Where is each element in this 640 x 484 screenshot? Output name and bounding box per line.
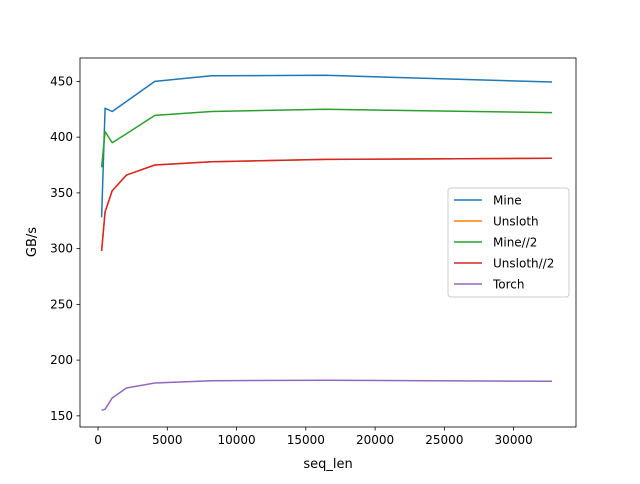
- legend-label: Mine: [493, 194, 522, 208]
- legend-label: Unsloth: [493, 215, 539, 229]
- x-tick-label: 0: [94, 433, 102, 447]
- legend-label: Torch: [492, 278, 525, 292]
- x-axis-label: seq_len: [303, 457, 352, 472]
- y-tick-label: 350: [50, 186, 73, 200]
- x-tick-label: 25000: [425, 433, 463, 447]
- y-tick-label: 300: [50, 242, 73, 256]
- series-line-mine: [100, 74, 553, 218]
- y-tick-label: 250: [50, 297, 73, 311]
- x-tick-label: 10000: [217, 433, 255, 447]
- legend: Mine Unsloth Mine//2 Unsloth//2 Torch: [447, 187, 570, 298]
- y-ticks: 150 200 250 300 350 400 450: [50, 74, 80, 423]
- x-ticks: 0 5000 10000 15000 20000 25000 30000: [94, 427, 533, 447]
- x-tick-label: 5000: [152, 433, 183, 447]
- legend-box: [447, 187, 570, 298]
- series-lines: [100, 74, 553, 412]
- series-line-torch: [101, 379, 553, 412]
- series-line-mine-2: [100, 108, 553, 168]
- x-tick-label: 15000: [287, 433, 325, 447]
- series-line-unsloth-2: [100, 157, 553, 251]
- x-tick-label: 20000: [356, 433, 394, 447]
- y-tick-label: 400: [50, 130, 73, 144]
- legend-label: Mine//2: [493, 236, 537, 250]
- y-tick-label: 450: [50, 74, 73, 88]
- axes-frame: [79, 57, 577, 428]
- y-tick-label: 200: [50, 353, 73, 367]
- y-axis-label: GB/s: [25, 227, 40, 257]
- legend-label: Unsloth//2: [493, 257, 554, 271]
- y-tick-label: 150: [50, 409, 73, 423]
- x-tick-label: 30000: [495, 433, 533, 447]
